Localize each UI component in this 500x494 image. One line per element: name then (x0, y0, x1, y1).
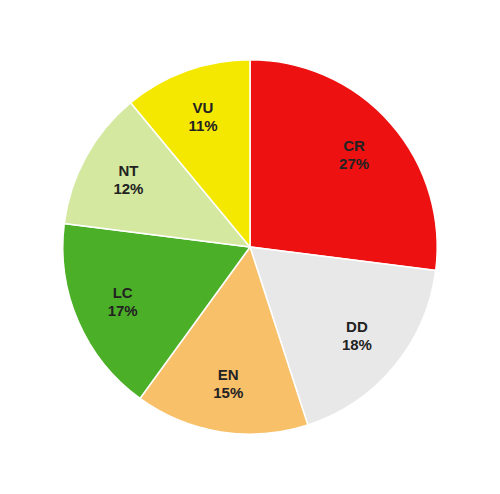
svg-text:CR27%: CR27% (339, 137, 369, 172)
svg-text:DD18%: DD18% (342, 318, 372, 353)
svg-text:EN15%: EN15% (213, 366, 243, 401)
svg-text:NT12%: NT12% (113, 162, 143, 197)
svg-text:LC17%: LC17% (108, 284, 138, 319)
svg-text:VU11%: VU11% (188, 99, 217, 134)
